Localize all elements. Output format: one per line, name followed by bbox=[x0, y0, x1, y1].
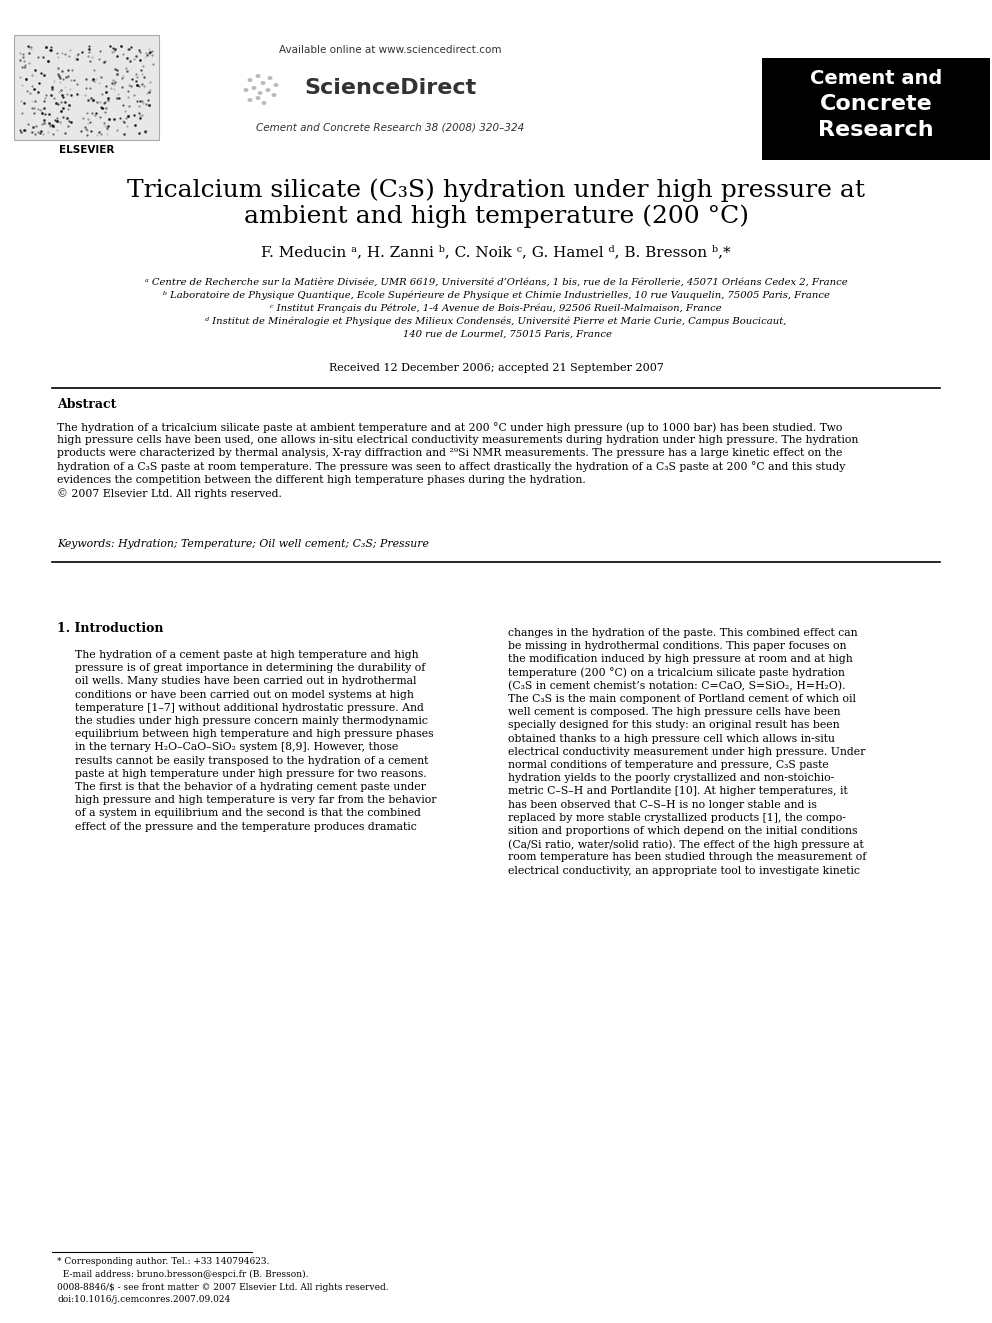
Text: F. Meducin ᵃ, H. Zanni ᵇ, C. Noik ᶜ, G. Hamel ᵈ, B. Bresson ᵇ,*: F. Meducin ᵃ, H. Zanni ᵇ, C. Noik ᶜ, G. … bbox=[261, 245, 731, 259]
Text: normal conditions of temperature and pressure, C₃S paste: normal conditions of temperature and pre… bbox=[508, 759, 828, 770]
Text: pressure is of great importance in determining the durability of: pressure is of great importance in deter… bbox=[75, 663, 426, 673]
Text: specially designed for this study: an original result has been: specially designed for this study: an or… bbox=[508, 721, 839, 730]
Ellipse shape bbox=[258, 91, 263, 95]
Ellipse shape bbox=[272, 93, 277, 97]
Text: The hydration of a tricalcium silicate paste at ambient temperature and at 200 °: The hydration of a tricalcium silicate p… bbox=[57, 422, 842, 433]
Ellipse shape bbox=[256, 74, 261, 78]
Text: room temperature has been studied through the measurement of: room temperature has been studied throug… bbox=[508, 852, 866, 863]
Text: replaced by more stable crystallized products [1], the compo-: replaced by more stable crystallized pro… bbox=[508, 812, 846, 823]
Text: Concrete: Concrete bbox=[819, 94, 932, 114]
Text: Available online at www.sciencedirect.com: Available online at www.sciencedirect.co… bbox=[279, 45, 501, 56]
Text: metric C–S–H and Portlandite [10]. At higher temperatures, it: metric C–S–H and Portlandite [10]. At hi… bbox=[508, 786, 848, 796]
Text: hydration yields to the poorly crystallized and non-stoichio-: hydration yields to the poorly crystalli… bbox=[508, 773, 834, 783]
Text: * Corresponding author. Tel.: +33 140794623.: * Corresponding author. Tel.: +33 140794… bbox=[57, 1257, 270, 1266]
Text: ELSEVIER: ELSEVIER bbox=[59, 146, 114, 155]
Text: ᶜ Institut Français du Pétrole, 1-4 Avenue de Bois-Préau, 92506 Rueil-Malmaison,: ᶜ Institut Français du Pétrole, 1-4 Aven… bbox=[270, 303, 722, 312]
Text: electrical conductivity measurement under high pressure. Under: electrical conductivity measurement unde… bbox=[508, 746, 865, 757]
Ellipse shape bbox=[243, 89, 249, 93]
Text: results cannot be easily transposed to the hydration of a cement: results cannot be easily transposed to t… bbox=[75, 755, 429, 766]
Text: Tricalcium silicate (C₃S) hydration under high pressure at: Tricalcium silicate (C₃S) hydration unde… bbox=[127, 179, 865, 202]
Text: paste at high temperature under high pressure for two reasons.: paste at high temperature under high pre… bbox=[75, 769, 427, 779]
Text: Abstract: Abstract bbox=[57, 398, 116, 411]
Text: © 2007 Elsevier Ltd. All rights reserved.: © 2007 Elsevier Ltd. All rights reserved… bbox=[57, 488, 282, 499]
Ellipse shape bbox=[268, 75, 273, 79]
Text: equilibrium between high temperature and high pressure phases: equilibrium between high temperature and… bbox=[75, 729, 434, 740]
Ellipse shape bbox=[262, 101, 267, 105]
Text: Cement and Concrete Research 38 (2008) 320–324: Cement and Concrete Research 38 (2008) 3… bbox=[256, 123, 524, 134]
Text: hydration of a C₃S paste at room temperature. The pressure was seen to affect dr: hydration of a C₃S paste at room tempera… bbox=[57, 462, 845, 472]
Text: The first is that the behavior of a hydrating cement paste under: The first is that the behavior of a hydr… bbox=[75, 782, 426, 792]
Text: effect of the pressure and the temperature produces dramatic: effect of the pressure and the temperatu… bbox=[75, 822, 417, 832]
Text: the modification induced by high pressure at room and at high: the modification induced by high pressur… bbox=[508, 655, 853, 664]
Text: 1. Introduction: 1. Introduction bbox=[57, 622, 164, 635]
Text: has been observed that C–S–H is no longer stable and is: has been observed that C–S–H is no longe… bbox=[508, 799, 816, 810]
Text: Received 12 December 2006; accepted 21 September 2007: Received 12 December 2006; accepted 21 S… bbox=[328, 363, 664, 373]
Text: high pressure and high temperature is very far from the behavior: high pressure and high temperature is ve… bbox=[75, 795, 436, 806]
Text: Keywords: Hydration; Temperature; Oil well cement; C₃S; Pressure: Keywords: Hydration; Temperature; Oil we… bbox=[57, 538, 429, 549]
Text: ᵈ Institut de Minéralogie et Physique des Milieux Condensés, Université Pierre e: ᵈ Institut de Minéralogie et Physique de… bbox=[205, 316, 787, 325]
Text: temperature [1–7] without additional hydrostatic pressure. And: temperature [1–7] without additional hyd… bbox=[75, 703, 424, 713]
Text: ᵃ Centre de Recherche sur la Matière Divisée, UMR 6619, Université d’Orléans, 1 : ᵃ Centre de Recherche sur la Matière Div… bbox=[145, 278, 847, 287]
Text: sition and proportions of which depend on the initial conditions: sition and proportions of which depend o… bbox=[508, 826, 857, 836]
Text: changes in the hydration of the paste. This combined effect can: changes in the hydration of the paste. T… bbox=[508, 628, 858, 638]
Bar bbox=[14, 34, 159, 140]
Text: Research: Research bbox=[818, 120, 933, 140]
Ellipse shape bbox=[247, 78, 253, 82]
Text: be missing in hydrothermal conditions. This paper focuses on: be missing in hydrothermal conditions. T… bbox=[508, 642, 846, 651]
Text: evidences the competition between the different high temperature phases during t: evidences the competition between the di… bbox=[57, 475, 585, 484]
Text: ᵇ Laboratoire de Physique Quantique, Ecole Supérieure de Physique et Chimie Indu: ᵇ Laboratoire de Physique Quantique, Eco… bbox=[163, 290, 829, 300]
Text: high pressure cells have been used, one allows in-situ electrical conductivity m: high pressure cells have been used, one … bbox=[57, 435, 858, 446]
Ellipse shape bbox=[274, 83, 279, 87]
Text: obtained thanks to a high pressure cell which allows in-situ: obtained thanks to a high pressure cell … bbox=[508, 733, 835, 744]
Text: Cement and: Cement and bbox=[809, 69, 942, 87]
Text: electrical conductivity, an appropriate tool to investigate kinetic: electrical conductivity, an appropriate … bbox=[508, 865, 860, 876]
Text: 140 rue de Lourmel, 75015 Paris, France: 140 rue de Lourmel, 75015 Paris, France bbox=[381, 329, 611, 339]
Text: conditions or have been carried out on model systems at high: conditions or have been carried out on m… bbox=[75, 689, 414, 700]
Text: doi:10.1016/j.cemconres.2007.09.024: doi:10.1016/j.cemconres.2007.09.024 bbox=[57, 1294, 230, 1303]
Ellipse shape bbox=[266, 89, 271, 93]
Bar bbox=[762, 58, 990, 160]
Text: the studies under high pressure concern mainly thermodynamic: the studies under high pressure concern … bbox=[75, 716, 428, 726]
Ellipse shape bbox=[252, 86, 257, 90]
Text: 0008-8846/$ - see front matter © 2007 Elsevier Ltd. All rights reserved.: 0008-8846/$ - see front matter © 2007 El… bbox=[57, 1283, 389, 1293]
Text: products were characterized by thermal analysis, X-ray diffraction and ²⁹Si NMR : products were characterized by thermal a… bbox=[57, 448, 842, 458]
Text: ScienceDirect: ScienceDirect bbox=[304, 78, 476, 98]
Text: The hydration of a cement paste at high temperature and high: The hydration of a cement paste at high … bbox=[75, 650, 419, 660]
Text: (Ca/Si ratio, water/solid ratio). The effect of the high pressure at: (Ca/Si ratio, water/solid ratio). The ef… bbox=[508, 839, 864, 849]
Text: ambient and high temperature (200 °C): ambient and high temperature (200 °C) bbox=[243, 204, 749, 228]
Text: The C₃S is the main component of Portland cement of which oil: The C₃S is the main component of Portlan… bbox=[508, 695, 856, 704]
Text: of a system in equilibrium and the second is that the combined: of a system in equilibrium and the secon… bbox=[75, 808, 421, 819]
Text: well cement is composed. The high pressure cells have been: well cement is composed. The high pressu… bbox=[508, 708, 840, 717]
Ellipse shape bbox=[247, 98, 253, 102]
Text: (C₃S in cement chemist’s notation: C=CaO, S=SiO₂, H=H₂O).: (C₃S in cement chemist’s notation: C=CaO… bbox=[508, 681, 845, 691]
Ellipse shape bbox=[256, 97, 261, 101]
Text: E-mail address: bruno.bresson@espci.fr (B. Bresson).: E-mail address: bruno.bresson@espci.fr (… bbox=[57, 1270, 309, 1278]
Text: in the ternary H₂O–CaO–SiO₂ system [8,9]. However, those: in the ternary H₂O–CaO–SiO₂ system [8,9]… bbox=[75, 742, 398, 753]
Text: oil wells. Many studies have been carried out in hydrothermal: oil wells. Many studies have been carrie… bbox=[75, 676, 417, 687]
Ellipse shape bbox=[261, 81, 266, 85]
Text: temperature (200 °C) on a tricalcium silicate paste hydration: temperature (200 °C) on a tricalcium sil… bbox=[508, 668, 845, 679]
